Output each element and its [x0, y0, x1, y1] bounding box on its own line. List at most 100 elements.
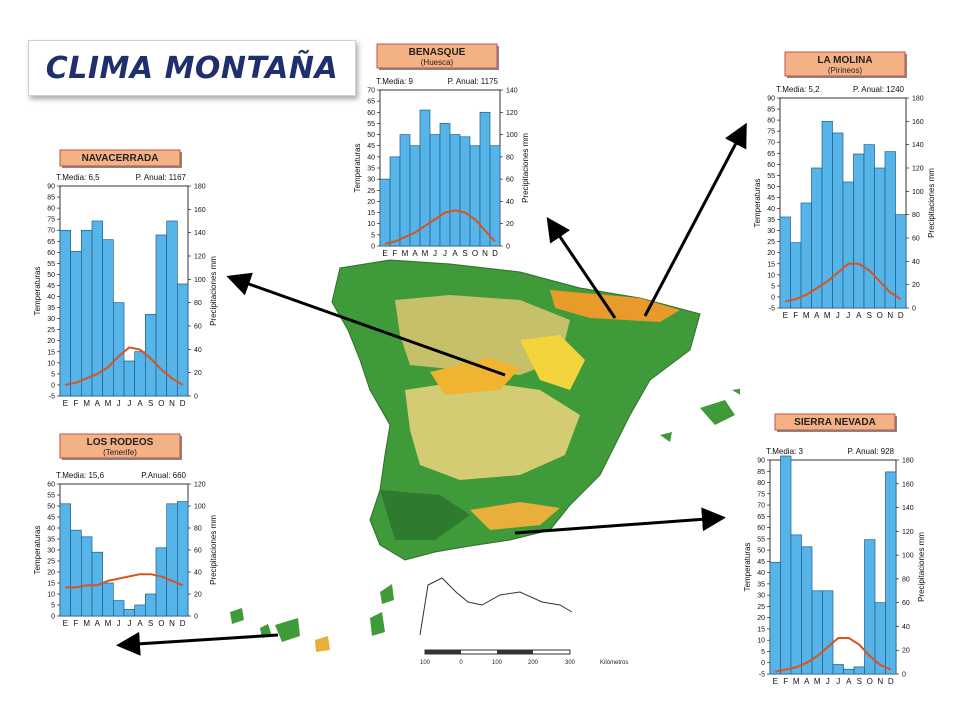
precip-tick-label: 20	[912, 282, 920, 289]
station-name: NAVACERRADA	[82, 153, 159, 164]
precip-tick-label: 160	[902, 481, 914, 488]
temp-tick-label: 25	[757, 604, 765, 611]
y-axis-label-left: Temperaturas	[753, 179, 762, 228]
precip-tick-label: 160	[194, 207, 206, 214]
temp-tick-label: 40	[47, 294, 55, 301]
precip-tick-label: 120	[194, 254, 206, 261]
temp-tick-label: 0	[761, 660, 765, 667]
temp-tick-label: 5	[51, 603, 55, 610]
precip-bar-4	[91, 220, 104, 397]
precip-bar-7	[123, 609, 136, 617]
precip-tick-label: 180	[902, 458, 914, 465]
month-label: A	[814, 311, 820, 320]
scale-tick-2: 0	[459, 660, 463, 666]
precip-tick-label: 180	[912, 96, 924, 103]
month-label: M	[814, 677, 821, 686]
ibiza	[660, 432, 672, 442]
month-label: J	[836, 311, 840, 320]
precip-bar-8	[843, 668, 855, 675]
month-label: E	[63, 619, 68, 628]
temp-tick-label: 40	[767, 206, 775, 213]
y-axis-label-right: Precipitaciones mm	[209, 256, 218, 326]
canary-2	[260, 624, 272, 638]
y-axis-label-right: Precipitaciones mm	[209, 515, 218, 585]
temp-tick-label: 85	[757, 469, 765, 476]
month-label: J	[127, 619, 131, 628]
temp-tick-label: 85	[767, 107, 775, 114]
precip-tick-label: 100	[194, 504, 206, 511]
precip-bar-3	[790, 534, 802, 675]
precip-tick-label: 180	[194, 184, 206, 191]
page-title: CLIMA MONTAÑA	[45, 50, 339, 86]
y-axis-label-left: Temperaturas	[33, 526, 42, 575]
precip-tick-label: 20	[902, 648, 910, 655]
month-label: D	[888, 677, 894, 686]
precip-tick-label: 80	[506, 154, 514, 161]
precip-bar-6	[112, 600, 125, 617]
temperature-line	[65, 573, 184, 589]
y-axis-label-left: Temperaturas	[353, 144, 362, 193]
temp-tick-label: 20	[367, 199, 375, 206]
month-label: S	[462, 249, 467, 258]
precip-bar-6	[832, 132, 844, 309]
month-label: S	[857, 677, 862, 686]
p-anual: P. Anual: 1175	[448, 77, 499, 86]
precip-bar-1	[59, 503, 72, 617]
station-label-box	[59, 433, 181, 459]
precip-tick-label: 20	[194, 592, 202, 599]
precip-bar-9	[144, 593, 157, 617]
temp-tick-label: 45	[367, 143, 375, 150]
scale-unit: Kilómetros	[600, 660, 628, 666]
temp-tick-label: 80	[757, 480, 765, 487]
canary-1	[230, 608, 244, 624]
temp-tick-label: 60	[757, 525, 765, 532]
temp-tick-label: 30	[47, 548, 55, 555]
temp-tick-label: 70	[367, 88, 375, 95]
month-label: D	[492, 249, 498, 258]
precip-bar-10	[469, 145, 481, 247]
spain-relief-map: 100 0 100 200 300 Kilómetros	[220, 240, 745, 685]
station-name: SIERRA NEVADA	[794, 417, 876, 428]
temp-tick-label: 45	[47, 283, 55, 290]
temp-tick-label: 55	[47, 493, 55, 500]
precip-tick-label: 80	[912, 212, 920, 219]
precip-tick-label: 0	[506, 244, 510, 251]
month-label: J	[127, 399, 131, 408]
iberico-high	[520, 335, 585, 390]
temp-tick-label: 35	[757, 581, 765, 588]
precip-bar-12	[176, 501, 189, 617]
month-label: F	[793, 311, 798, 320]
precip-tick-label: 40	[506, 199, 514, 206]
month-label: E	[382, 249, 387, 258]
temp-tick-label: 45	[47, 515, 55, 522]
temp-tick-label: 20	[47, 338, 55, 345]
temp-tick-label: 50	[47, 504, 55, 511]
temp-tick-label: 25	[767, 239, 775, 246]
month-label: F	[783, 677, 788, 686]
temp-tick-label: 50	[367, 132, 375, 139]
temp-tick-label: 30	[47, 316, 55, 323]
temp-tick-label: 45	[757, 559, 765, 566]
precip-bar-12	[895, 214, 907, 309]
p-anual: P. Anual: 928	[847, 447, 894, 456]
month-label: A	[452, 249, 458, 258]
temp-tick-label: 0	[371, 244, 375, 251]
month-label: J	[846, 311, 850, 320]
temp-tick-label: 75	[767, 129, 775, 136]
precip-tick-label: 80	[194, 300, 202, 307]
precip-tick-label: 60	[194, 324, 202, 331]
month-label: A	[137, 399, 143, 408]
temp-tick-label: 15	[767, 261, 775, 268]
temp-tick-label: 0	[51, 614, 55, 621]
precip-bar-11	[166, 220, 178, 397]
precip-tick-label: 0	[194, 614, 198, 621]
y-axis-label-right: Precipitaciones mm	[521, 133, 530, 203]
month-label: S	[148, 619, 153, 628]
precip-bar-7	[123, 360, 136, 397]
station-label-box	[774, 413, 896, 431]
precip-tick-label: 120	[194, 482, 206, 489]
month-label: A	[95, 399, 101, 408]
station-label-box	[59, 149, 181, 167]
temp-tick-label: 75	[757, 491, 765, 498]
climograph-la-molina: LA MOLINA (Pirineos) T.Media: 5,2 P. Anual:…	[750, 50, 940, 325]
